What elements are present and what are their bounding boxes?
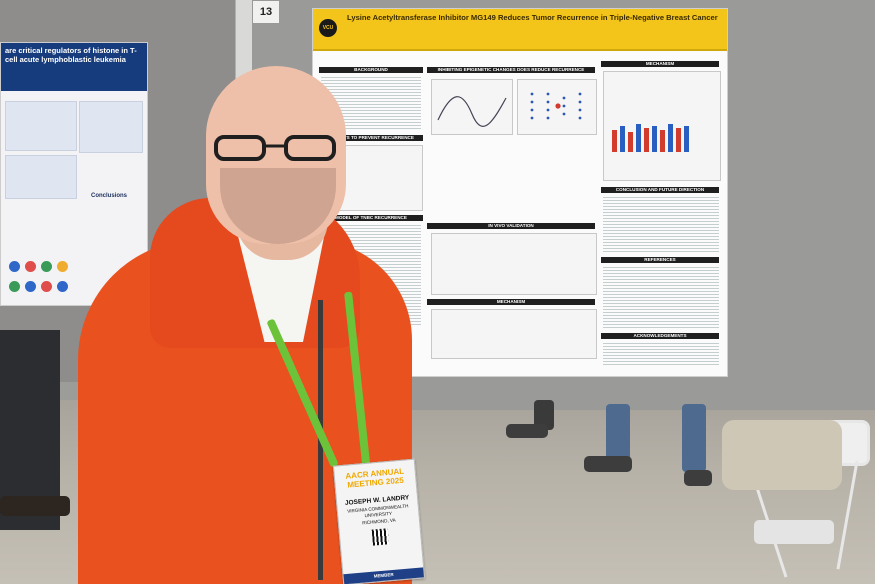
bar-chart <box>612 122 712 152</box>
shoe <box>0 496 70 516</box>
left-poster-figure <box>5 101 77 151</box>
section-heading: CONCLUSION AND FUTURE DIRECTION <box>601 187 719 193</box>
bar <box>668 124 673 152</box>
section-heading: IN VIVO VALIDATION <box>427 223 595 229</box>
left-poster-figure <box>79 101 143 153</box>
poster-title-bar: VCU Lysine Acetyltransferase Inhibitor M… <box>313 9 727 51</box>
section-heading: MECHANISM <box>427 299 595 305</box>
pie-chart <box>41 261 52 272</box>
left-poster-conclusions-label: Conclusions <box>91 193 128 199</box>
bar <box>644 128 649 152</box>
bar <box>652 126 657 152</box>
shoe <box>754 520 834 544</box>
figure-bar-charts <box>603 71 721 181</box>
text-block <box>603 197 719 253</box>
figure-dot-plot <box>517 79 597 135</box>
background-person-legs <box>682 404 706 472</box>
shoe <box>584 456 632 472</box>
section-heading: ACKNOWLEDGEMENTS <box>601 333 719 339</box>
text-block <box>603 343 719 367</box>
text-block <box>603 267 719 329</box>
section-heading: MODEL OF TNBC RECURRENCE <box>319 215 423 221</box>
eyeglasses-icon <box>214 135 336 161</box>
pie-chart <box>57 261 68 272</box>
university-logo: VCU <box>319 19 337 37</box>
line-plot-icon <box>437 96 507 127</box>
section-heading: BACKGROUND <box>319 67 423 73</box>
poster-board-left: are critical regulators of histone in T-… <box>0 0 246 382</box>
poster-title: Lysine Acetyltransferase Inhibitor MG149… <box>347 13 718 22</box>
bar <box>628 132 633 152</box>
bar <box>660 130 665 152</box>
left-poster: are critical regulators of histone in T-… <box>0 42 148 306</box>
figure-line-plot <box>431 79 513 135</box>
section-heading: INHIBITING EPIGENETIC CHANGES DOES REDUC… <box>427 67 595 73</box>
pie-chart <box>25 261 36 272</box>
bar <box>612 130 617 152</box>
pie-chart <box>9 281 20 292</box>
pie-chart <box>9 261 20 272</box>
board-number-tag: 13 <box>252 0 280 24</box>
shoe <box>684 470 712 486</box>
background-person-legs <box>606 404 630 464</box>
pie-chart <box>25 281 36 292</box>
qr-code-icon <box>371 528 389 546</box>
section-heading: TARGETS TO PREVENT RECURRENCE <box>319 135 423 141</box>
bar <box>620 126 625 152</box>
pie-chart <box>57 281 68 292</box>
name-badge: AACR ANNUAL MEETING 2025 JOSEPH W. LANDR… <box>332 458 426 584</box>
shoe <box>506 424 548 438</box>
bar <box>684 126 689 152</box>
figure-in-vivo <box>431 233 597 295</box>
dot-plot-icon <box>530 92 582 120</box>
section-heading: REFERENCES <box>601 257 719 263</box>
badge-event-logo: AACR ANNUAL MEETING 2025 <box>335 466 416 491</box>
seated-person <box>722 420 842 490</box>
left-poster-figure <box>5 155 77 199</box>
left-poster-header: are critical regulators of histone in T-… <box>1 43 147 91</box>
pie-chart <box>41 281 52 292</box>
section-heading: MECHANISM <box>601 61 719 67</box>
bar <box>636 124 641 152</box>
bar <box>676 128 681 152</box>
figure-mechanism <box>431 309 597 359</box>
background-person-legs <box>534 400 554 430</box>
